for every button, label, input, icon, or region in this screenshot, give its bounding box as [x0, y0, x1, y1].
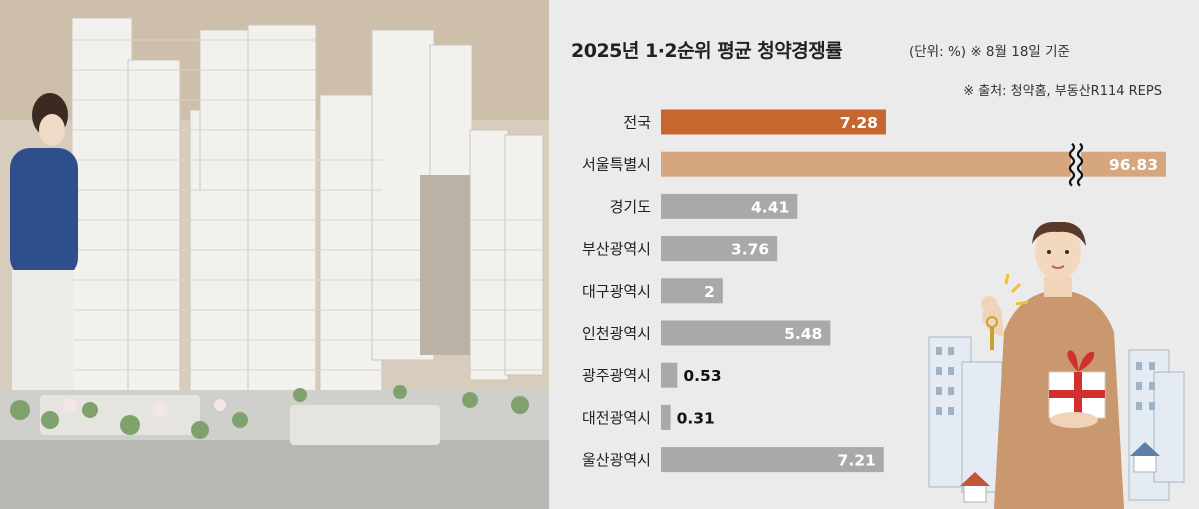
bar	[661, 447, 884, 473]
category-label: 인천광역시	[582, 325, 651, 343]
unit-note: (단위: %) ※ 8월 18일 기준	[909, 44, 1070, 60]
category-label: 전국	[623, 114, 651, 132]
value-label: 0.53	[683, 367, 721, 385]
chart-title: 2025년 1·2순위 평균 청약경쟁률	[571, 40, 843, 62]
source-note: ※ 출처: 청약홈, 부동산R114 REPS	[963, 84, 1162, 99]
bar-chart: 전국 7.28 서울특별시 96.83 경기도 4.41 부산광역시 3.76 대구광역시 2 인천…	[582, 109, 1166, 473]
bar	[661, 320, 831, 346]
value-label: 2	[704, 283, 715, 301]
value-label: 7.21	[838, 452, 876, 470]
bar	[661, 404, 671, 430]
category-label: 경기도	[610, 198, 652, 216]
value-label: 0.31	[677, 409, 715, 427]
bar	[661, 362, 678, 388]
value-label: 3.76	[731, 241, 769, 259]
axis-break-gap	[1071, 145, 1081, 183]
bar	[661, 236, 778, 262]
value-label: 7.28	[840, 114, 878, 132]
value-label: 4.41	[751, 198, 789, 216]
bar	[661, 151, 1166, 177]
value-label: 96.83	[1109, 156, 1158, 174]
category-label: 광주광역시	[582, 367, 651, 385]
bar	[661, 109, 886, 135]
bar	[661, 193, 798, 219]
category-label: 대전광역시	[582, 409, 651, 427]
apartment-model-photo	[0, 0, 549, 509]
category-label: 대구광역시	[582, 282, 651, 300]
category-label: 울산광역시	[582, 451, 651, 469]
bar	[661, 278, 723, 304]
category-label: 부산광역시	[582, 240, 651, 258]
category-label: 서울특별시	[582, 156, 651, 174]
axis-break-line	[1068, 142, 1076, 187]
chart-panel: 2025년 1·2순위 평균 청약경쟁률 (단위: %) ※ 8월 18일 기준…	[549, 0, 1199, 509]
value-label: 5.48	[784, 325, 822, 343]
person-with-keys-illustration	[928, 222, 1185, 509]
axis-break-line	[1076, 142, 1084, 187]
